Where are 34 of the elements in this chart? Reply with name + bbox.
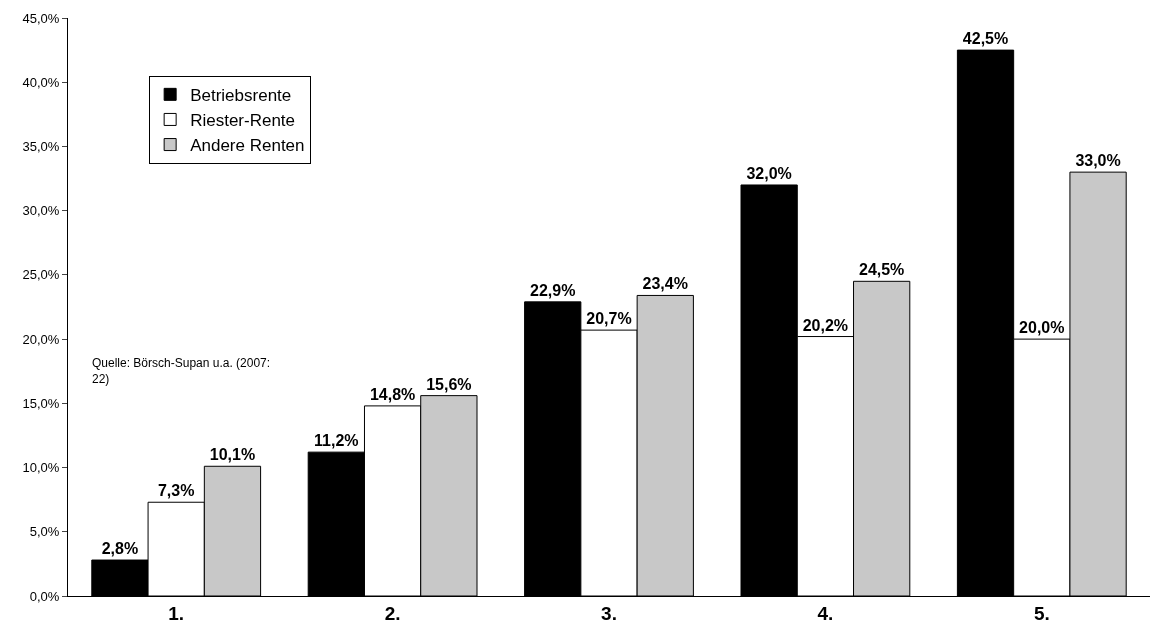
x-tick-label: 1. — [168, 602, 185, 624]
x-tick-label: 3. — [601, 602, 617, 624]
data-label: 20,0% — [1019, 319, 1065, 337]
data-label: 14,8% — [369, 385, 416, 403]
data-label: 20,2% — [802, 316, 849, 334]
legend-label: Betriebsrente — [190, 85, 292, 105]
y-tick-label: 10,0% — [22, 460, 60, 476]
data-label: 32,0% — [746, 164, 792, 182]
data-label: 23,4% — [642, 275, 688, 293]
data-label: 24,5% — [858, 261, 905, 279]
data-label: 15,6% — [426, 375, 472, 393]
x-tick-label: 2. — [384, 602, 401, 624]
data-label: 42,5% — [962, 30, 1009, 48]
y-tick-label: 15,0% — [22, 395, 60, 411]
data-label: 33,0% — [1075, 152, 1121, 170]
y-tick-label: 20,0% — [22, 331, 60, 347]
data-label: 20,7% — [586, 310, 632, 328]
y-tick-label: 5,0% — [29, 524, 60, 540]
y-tick-label: 25,0% — [22, 267, 60, 283]
data-label: 10,1% — [209, 446, 256, 464]
data-label: 11,2% — [314, 432, 359, 450]
y-tick-label: 40,0% — [22, 74, 60, 90]
data-label: 22,9% — [530, 281, 576, 299]
y-tick-label: 45,0% — [22, 10, 60, 26]
x-tick-label: 4. — [817, 602, 834, 624]
legend-label: Riester-Rente — [190, 111, 296, 131]
y-tick-label: 35,0% — [22, 138, 60, 154]
legend-label: Andere Renten — [190, 136, 305, 156]
annotation: Quelle: Börsch-Supan u.a. (2007: 22) — [92, 356, 271, 386]
x-tick-label: 5. — [1033, 602, 1050, 624]
y-tick-label: 30,0% — [22, 203, 60, 219]
data-label: 2,8% — [101, 540, 139, 558]
data-label: 7,3% — [157, 482, 195, 500]
y-tick-label: 0,0% — [29, 588, 60, 604]
